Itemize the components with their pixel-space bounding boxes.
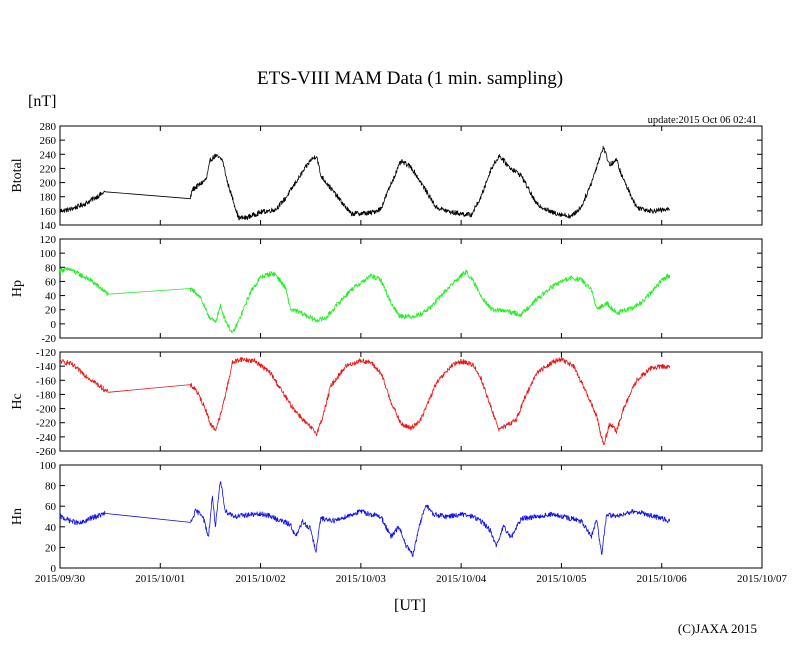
y-tick-label: 180 — [40, 192, 57, 204]
panel-hn: 100 80 60 40 20 0 Hn — [10, 460, 763, 575]
panel-label: Hp — [10, 280, 25, 297]
y-tick-label: 60 — [45, 501, 57, 513]
panel-frame — [59, 238, 763, 339]
panel-frame — [59, 464, 763, 569]
panel-hp: 120 100 80 60 40 20 0 -20 Hp — [10, 234, 763, 345]
panel-frame — [59, 351, 763, 452]
panel-label: Hn — [10, 508, 25, 525]
x-tick-label: 2015/10/01 — [135, 573, 185, 585]
series-line-hc — [60, 356, 671, 446]
x-tick-label: 2015/10/05 — [536, 573, 587, 585]
y-tick-label: 60 — [45, 276, 57, 288]
series-line-btotal — [59, 145, 671, 221]
y-tick-label: 140 — [40, 220, 57, 232]
series-line-hp — [59, 267, 671, 333]
y-tick-label: 120 — [40, 234, 57, 246]
y-tick-label: 280 — [40, 121, 57, 133]
y-tick-label: -20 — [41, 333, 56, 345]
unit-label: [nT] — [28, 93, 56, 110]
panel-frame — [59, 125, 763, 226]
y-tick-label: -260 — [36, 446, 57, 458]
y-tick-label: -180 — [36, 389, 57, 401]
y-tick-label: 80 — [45, 262, 57, 274]
panel-hc: -120 -140 -160 -180 -200 -220 -240 -260 Hc — [10, 347, 763, 458]
credit-text: (C)JAXA 2015 — [678, 621, 757, 636]
y-tick-label: 240 — [40, 149, 57, 161]
y-tick-label: -120 — [36, 347, 57, 359]
y-tick-label: -160 — [36, 375, 57, 387]
y-tick-label: 160 — [40, 206, 57, 218]
x-tick-label: 2015/10/07 — [737, 573, 788, 585]
y-tick-label: -140 — [36, 361, 57, 373]
x-tick-label: 2015/10/02 — [236, 573, 286, 585]
y-tick-label: -240 — [36, 432, 57, 444]
series-line-hn — [59, 481, 671, 557]
x-tick-label: 2015/10/04 — [436, 573, 487, 585]
y-tick-label: 20 — [45, 542, 57, 554]
y-tick-label: 80 — [45, 481, 57, 493]
chart-title: ETS-VIII MAM Data (1 min. sampling) — [257, 68, 563, 89]
update-text: update:2015 Oct 06 02:41 — [648, 115, 757, 126]
y-tick-label: 100 — [40, 460, 57, 472]
y-tick-label: 0 — [51, 319, 57, 331]
y-tick-label: -200 — [36, 404, 57, 416]
x-tick-label: 2015/09/30 — [35, 573, 86, 585]
y-tick-label: 220 — [40, 163, 57, 175]
y-tick-label: 0 — [51, 563, 57, 575]
y-tick-label: 40 — [45, 291, 57, 303]
y-tick-label: -220 — [36, 418, 57, 430]
x-tick-label: 2015/10/03 — [336, 573, 387, 585]
panels-group: 280260240220200180160140Btotal1201008060… — [10, 121, 788, 585]
x-axis-label: [UT] — [394, 597, 426, 614]
y-tick-label: 40 — [45, 522, 57, 534]
panel-label: Hc — [10, 393, 25, 409]
y-tick-label: 20 — [45, 305, 57, 317]
panel-btotal: 280 260 240 220 200 180 160 140 Btotal — [10, 121, 763, 232]
panel-label: Btotal — [10, 158, 25, 192]
y-tick-label: 260 — [40, 135, 57, 147]
y-tick-label: 100 — [40, 248, 57, 260]
x-tick-label: 2015/10/06 — [637, 573, 688, 585]
y-tick-label: 200 — [40, 178, 57, 190]
